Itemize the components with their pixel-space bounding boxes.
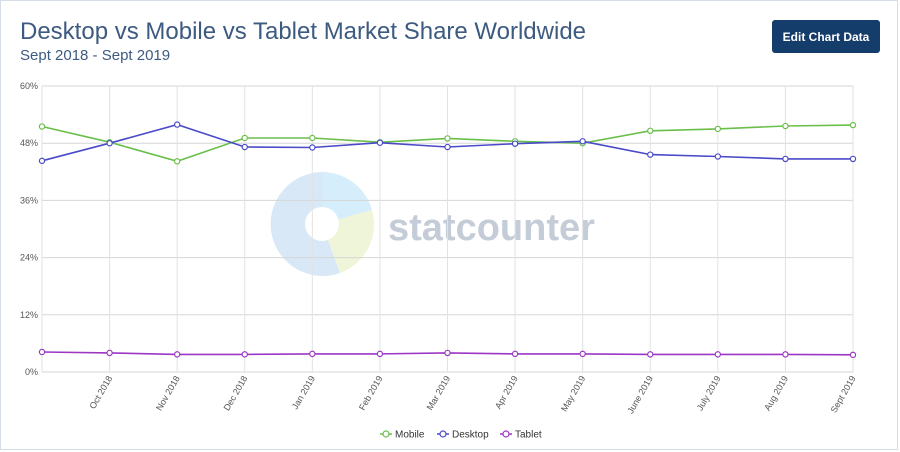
- legend-label: Desktop: [452, 430, 489, 441]
- x-tick-label: June 2019: [625, 374, 655, 415]
- desktop-data-point[interactable]: [309, 144, 316, 151]
- legend-item-mobile[interactable]: Mobile: [380, 430, 425, 441]
- tablet-data-point[interactable]: [106, 349, 113, 357]
- legend-label: Tablet: [515, 430, 542, 441]
- x-tick-label: Jan 2019: [290, 374, 317, 411]
- mobile-data-point[interactable]: [309, 134, 316, 142]
- x-tick-label: Nov 2018: [154, 374, 182, 412]
- desktop-data-point[interactable]: [849, 155, 857, 163]
- tablet-data-point[interactable]: [782, 351, 789, 358]
- tablet-data-point[interactable]: [579, 350, 586, 358]
- mobile-data-point[interactable]: [782, 122, 789, 130]
- mobile-data-point[interactable]: [849, 121, 857, 129]
- desktop-data-point[interactable]: [376, 139, 384, 146]
- desktop-data-point[interactable]: [241, 143, 248, 151]
- mobile-data-point[interactable]: [38, 123, 46, 130]
- tablet-data-point[interactable]: [376, 350, 384, 358]
- legend-swatch-marker: [502, 430, 510, 438]
- desktop-data-point[interactable]: [782, 155, 789, 163]
- mobile-data-point[interactable]: [714, 125, 722, 133]
- desktop-data-point[interactable]: [106, 139, 113, 147]
- x-tick-label: Feb 2019: [357, 374, 385, 412]
- y-tick-label: 0%: [25, 367, 38, 377]
- page-title: Desktop vs Mobile vs Tablet Market Share…: [20, 18, 587, 45]
- tablet-data-point[interactable]: [849, 351, 857, 359]
- y-tick-label: 36%: [20, 195, 38, 205]
- edit-chart-data-button[interactable]: Edit Chart Data: [772, 20, 880, 53]
- tablet-data-point[interactable]: [173, 351, 181, 358]
- tablet-data-point[interactable]: [647, 351, 654, 358]
- x-tick-label: May 2019: [559, 374, 587, 413]
- x-tick-label: Mar 2019: [425, 374, 453, 412]
- x-tick-label: Dec 2018: [222, 374, 250, 412]
- x-tick-label: Oct 2018: [87, 374, 114, 411]
- legend-item-tablet[interactable]: Tablet: [500, 430, 542, 441]
- date-range-subtitle: Sept 2018 - Sept 2019: [20, 47, 171, 64]
- tablet-data-point[interactable]: [38, 348, 46, 356]
- legend-swatch-marker: [382, 430, 390, 438]
- y-tick-label: 24%: [20, 253, 38, 263]
- y-tick-label: 48%: [20, 138, 38, 148]
- legend-swatch-marker: [439, 430, 447, 438]
- statcounter-logo-icon: [270, 172, 374, 276]
- x-tick-label: July 2019: [695, 374, 723, 412]
- legend-item-desktop[interactable]: Desktop: [437, 430, 489, 441]
- mobile-data-point[interactable]: [241, 134, 248, 142]
- legend-label: Mobile: [395, 430, 425, 441]
- x-tick-label: Sept 2019: [829, 374, 858, 415]
- x-tick-label: Aug 2019: [762, 374, 790, 412]
- tablet-data-point[interactable]: [241, 351, 248, 358]
- y-tick-label: 60%: [20, 81, 38, 91]
- mobile-data-point[interactable]: [173, 158, 181, 165]
- mobile-data-point[interactable]: [444, 135, 451, 142]
- tablet-data-point[interactable]: [444, 349, 451, 357]
- watermark-text: statcounter: [388, 207, 595, 249]
- y-tick-label: 12%: [20, 310, 38, 320]
- desktop-data-point[interactable]: [647, 151, 654, 158]
- desktop-data-point[interactable]: [38, 157, 46, 165]
- desktop-data-point[interactable]: [714, 153, 722, 160]
- tablet-data-point[interactable]: [714, 351, 722, 358]
- tablet-data-point[interactable]: [309, 350, 316, 358]
- x-tick-label: Apr 2019: [493, 374, 520, 411]
- mobile-data-point[interactable]: [647, 127, 654, 135]
- desktop-data-point[interactable]: [173, 121, 181, 128]
- tablet-data-point[interactable]: [511, 350, 519, 358]
- statcounter-watermark: statcounter: [270, 172, 595, 276]
- desktop-data-point[interactable]: [579, 138, 586, 145]
- desktop-data-point[interactable]: [511, 140, 519, 147]
- desktop-data-point[interactable]: [444, 143, 451, 151]
